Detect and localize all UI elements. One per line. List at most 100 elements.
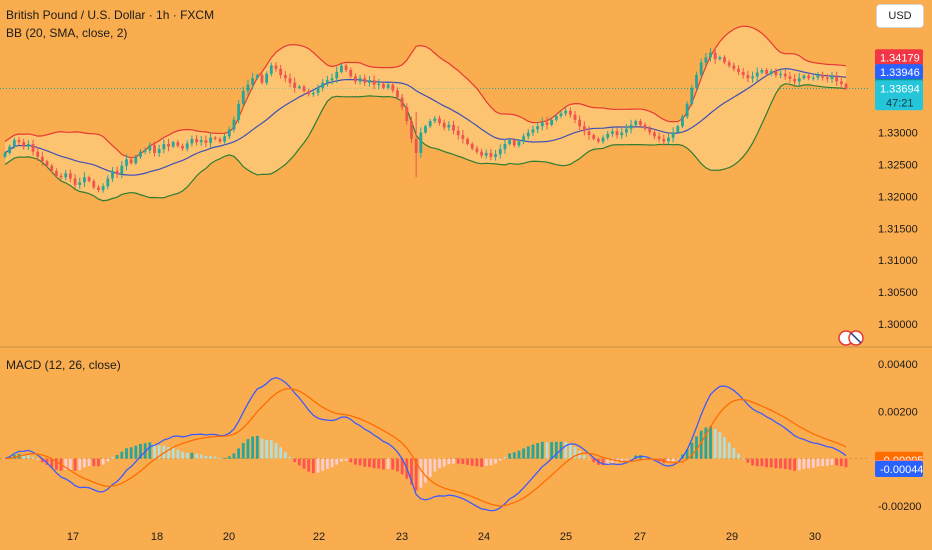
- macd-histogram-bar: [73, 458, 77, 471]
- macd-histogram-bar: [325, 458, 329, 469]
- candle-body: [218, 138, 222, 142]
- x-axis-label: 17: [67, 531, 79, 543]
- macd-histogram-bar: [489, 458, 493, 466]
- x-axis-label: 18: [151, 531, 163, 543]
- macd-histogram-bar: [302, 458, 306, 469]
- macd-histogram-bar: [31, 457, 35, 459]
- macd-histogram-bar: [213, 456, 217, 459]
- price-tick-label: 1.32000: [878, 191, 918, 203]
- macd-histogram-bar: [339, 458, 343, 462]
- macd-histogram-bar: [625, 458, 628, 460]
- macd-histogram-bar: [695, 436, 698, 459]
- candle-body: [498, 149, 502, 155]
- macd-legend[interactable]: MACD (12, 26, close): [6, 358, 121, 372]
- candle-body: [713, 52, 717, 60]
- candle-body: [265, 73, 269, 83]
- candle-body: [625, 128, 628, 133]
- macd-histogram-bar: [22, 454, 26, 459]
- candle-body: [536, 126, 540, 130]
- macd-badge: -0.00044: [880, 464, 923, 476]
- macd-histogram-bar: [36, 458, 40, 460]
- macd-histogram-bar: [456, 458, 460, 464]
- macd-histogram-bar: [545, 442, 549, 459]
- candle-body: [8, 146, 12, 153]
- macd-histogram-bar: [592, 458, 596, 463]
- macd-histogram-bar: [807, 458, 811, 469]
- macd-line: [4, 376, 847, 512]
- candle-body: [237, 103, 241, 120]
- macd-histogram-bar: [134, 445, 138, 459]
- macd-histogram-bar: [470, 458, 474, 466]
- macd-histogram-bar: [428, 458, 432, 477]
- macd-histogram-bar: [232, 453, 236, 459]
- macd-histogram-bar: [582, 455, 586, 459]
- candle-body: [779, 73, 782, 76]
- macd-histogram-bar: [610, 458, 614, 463]
- price-badge: 1.33946: [880, 67, 920, 79]
- currency-button[interactable]: USD: [876, 4, 924, 28]
- bollinger-legend[interactable]: BB (20, SMA, close, 2): [6, 26, 128, 40]
- candle-body: [699, 62, 703, 76]
- macd-histogram-bar: [844, 458, 848, 468]
- macd-histogram-bar: [316, 458, 320, 473]
- macd-histogram-bar: [442, 458, 446, 467]
- candle-body: [475, 148, 479, 152]
- candle-body: [774, 71, 778, 76]
- candle-body: [419, 132, 423, 153]
- macd-histogram-bar: [447, 458, 451, 465]
- candle-body: [255, 75, 259, 79]
- macd-histogram-bar: [755, 458, 759, 467]
- candle-body: [503, 144, 507, 150]
- candle-body: [596, 138, 600, 142]
- price-badge: 1.34179: [880, 52, 920, 64]
- macd-histogram-bar: [788, 458, 792, 470]
- candle-body: [246, 84, 250, 92]
- candle-body: [568, 110, 572, 115]
- candle-body: [438, 118, 441, 123]
- macd-histogram-bar: [382, 458, 385, 470]
- macd-histogram-bar: [671, 458, 675, 462]
- macd-histogram-bar: [769, 458, 773, 468]
- macd-histogram-bar: [344, 458, 348, 461]
- candle-body: [69, 173, 72, 179]
- candle-body: [31, 144, 35, 152]
- macd-histogram-bar: [830, 458, 834, 465]
- macd-histogram-bar: [512, 452, 516, 459]
- macd-histogram-bar: [288, 457, 292, 459]
- candle-body: [45, 161, 49, 166]
- macd-histogram-bar: [377, 458, 381, 469]
- macd-histogram-bar: [87, 458, 91, 467]
- candle-body: [676, 126, 680, 133]
- macd-histogram-bar: [218, 457, 222, 459]
- candle-body: [209, 137, 212, 143]
- macd-histogram-bar: [629, 457, 633, 459]
- price-badge-bg: [875, 80, 923, 111]
- candle-body: [40, 156, 44, 162]
- candle-body: [802, 75, 806, 79]
- candle-body: [358, 78, 362, 82]
- macd-histogram-bar: [718, 432, 722, 459]
- candle-body: [162, 144, 166, 150]
- candle-body: [50, 165, 54, 171]
- macd-histogram-bar: [260, 438, 264, 459]
- candle-body: [433, 118, 437, 122]
- candle-body: [540, 122, 544, 127]
- price-badge-bg: [875, 49, 923, 66]
- macd-histogram-bar: [115, 455, 119, 459]
- macd-histogram-bar: [223, 457, 226, 459]
- candle-body: [120, 165, 124, 175]
- macd-histogram-bar: [204, 455, 208, 459]
- candle-body: [681, 116, 684, 127]
- candle-body: [190, 138, 194, 144]
- candle-body: [396, 90, 399, 98]
- candle-body: [545, 122, 549, 125]
- macd-histogram-bar: [354, 458, 357, 465]
- candle-body: [765, 70, 768, 74]
- candle-body: [400, 97, 404, 108]
- macd-histogram-bar: [578, 451, 582, 459]
- candle-body: [601, 137, 605, 142]
- candle-body: [251, 78, 255, 85]
- candle-body: [653, 132, 656, 137]
